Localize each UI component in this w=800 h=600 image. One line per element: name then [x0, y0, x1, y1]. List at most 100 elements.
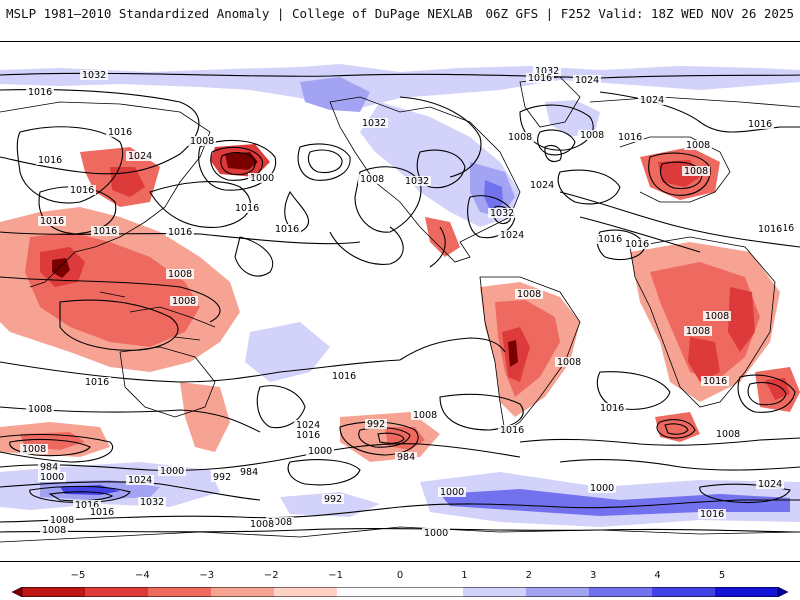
- contour-label: 1008: [172, 296, 196, 307]
- colorbar-segment: [85, 587, 149, 597]
- contour-label-bg: [166, 269, 194, 279]
- contour-label-bg: [68, 185, 96, 195]
- contour-label-bg: [623, 239, 651, 249]
- contour-label-bg: [36, 155, 64, 165]
- contour-label: 1016: [108, 127, 132, 138]
- contour-label-bg: [365, 419, 387, 429]
- contour-label-bg: [38, 216, 66, 226]
- colorbar-border: [21, 587, 779, 597]
- contour-label: 1008: [42, 525, 66, 536]
- contour-label: 1016: [275, 224, 299, 235]
- south-america-coast: [479, 276, 581, 433]
- contour-label-bg: [358, 174, 386, 184]
- contour-label-bg: [684, 140, 712, 150]
- header: MSLP 1981–2010 Standardized Anomaly | Co…: [0, 0, 800, 40]
- contour-label: 1000: [160, 466, 184, 477]
- antarctic-blue-mid: [280, 492, 380, 517]
- pacific-blue-south: [245, 322, 330, 382]
- contour-label: 1008: [517, 289, 541, 300]
- colorbar-segment: [211, 587, 275, 597]
- contour-label-bg: [80, 70, 108, 80]
- colorbar-tick-label: −4: [135, 570, 150, 581]
- contour-label: 1024: [575, 75, 599, 86]
- contour-label: 992: [324, 494, 342, 505]
- contour-label-bg: [498, 425, 526, 435]
- contour-label-bg: [266, 517, 294, 527]
- contour-label-bg: [322, 494, 344, 504]
- contour-label-bg: [498, 230, 526, 240]
- contour-label-bg: [703, 311, 731, 321]
- map-canvas: 1032 1016 1016 1016 1024 1016 1016 1016 1008 1008…: [0, 64, 800, 543]
- colorbar-segment: [652, 587, 716, 597]
- contour-label: 1024: [640, 95, 664, 106]
- mexico-red: [425, 217, 460, 257]
- contour-label: 1016: [168, 227, 192, 238]
- pacific-low-red-core: [225, 152, 258, 170]
- model-run-info: 06Z GFS | F252 Valid: 18Z WED NOV 26 202…: [485, 6, 794, 21]
- colorbar-tick-label: 5: [718, 570, 726, 581]
- colorbar-tick-label: −3: [199, 570, 215, 581]
- contour-label-bg: [248, 173, 276, 183]
- contour-label: 1024: [128, 475, 152, 486]
- colorbar-segment: [337, 587, 401, 597]
- contour-label-bg: [573, 75, 601, 85]
- contour-label-bg: [88, 507, 116, 517]
- contour-label: 1008: [557, 357, 581, 368]
- contour-label-bg: [306, 446, 334, 456]
- contour-label: 1016: [758, 224, 782, 235]
- contour-label: 1008: [190, 136, 214, 147]
- north-america-blue-peak: [484, 180, 503, 210]
- contour-label: 1016: [296, 430, 320, 441]
- colorbar: −5 −4 −3 −2 −1 0 1 2 3 4 5: [0, 570, 800, 600]
- anomaly-map: 1032 1016 1016 1016 1024 1016 1016 1016 1008 1008…: [0, 41, 800, 562]
- contour-label: 984: [397, 452, 415, 463]
- australia-red: [180, 382, 230, 452]
- eurasia-coast: [0, 96, 800, 288]
- contour-label-bg: [138, 497, 166, 507]
- colorbar-tick-label: 0: [396, 570, 404, 581]
- africa-coast: [629, 236, 776, 408]
- colorbar-segment: [526, 587, 590, 597]
- contour-label-bg: [273, 224, 301, 234]
- contour-label: 1008: [716, 429, 740, 440]
- contour-label: 1016: [700, 509, 724, 520]
- contour-label: 1000: [424, 528, 448, 539]
- asia-red-peak: [52, 258, 70, 278]
- contour-label: 984: [40, 462, 58, 473]
- contour-label: 992: [367, 419, 385, 430]
- colorbar-tick-label: 3: [590, 570, 597, 581]
- africa-red-core: [728, 287, 755, 352]
- contour-label: 1008: [705, 311, 729, 322]
- contour-label-bg: [73, 500, 101, 510]
- contour-label-bg: [616, 132, 644, 142]
- contour-label: 992: [213, 472, 231, 483]
- contour-label-bg: [26, 404, 54, 414]
- contour-label: 1024: [758, 479, 782, 490]
- contour-label: 1008: [684, 166, 708, 177]
- colorbar-tick-label: −1: [328, 570, 343, 581]
- colorbar-tick-label: −2: [263, 570, 279, 581]
- contour-label-bg: [158, 466, 186, 476]
- colorbar-tick-label: 4: [654, 570, 661, 581]
- contour-label: 1032: [82, 70, 106, 81]
- contour-label-bg: [714, 429, 742, 439]
- contour-label-bg: [83, 377, 111, 387]
- contour-label-bg: [294, 430, 322, 440]
- contour-label-bg: [515, 289, 543, 299]
- contour-label-bg: [684, 326, 712, 336]
- australia-coast: [119, 346, 216, 418]
- contour-label: 1016: [85, 377, 109, 388]
- indonesia-coast: [99, 291, 216, 341]
- contour-label-bg: [248, 519, 276, 529]
- contour-label-bg: [40, 525, 68, 535]
- colorbar-tick-label: 2: [525, 570, 532, 581]
- contour-label-bg: [26, 87, 54, 97]
- contour-label-bg: [588, 483, 616, 493]
- contour-label: 1008: [508, 132, 532, 143]
- contour-label-bg: [422, 528, 450, 538]
- contour-label: 1000: [250, 173, 274, 184]
- contour-label: 1016: [70, 185, 94, 196]
- contour-label-bg: [395, 452, 417, 462]
- contour-label-bg: [126, 151, 154, 161]
- contour-label: 1000: [590, 483, 614, 494]
